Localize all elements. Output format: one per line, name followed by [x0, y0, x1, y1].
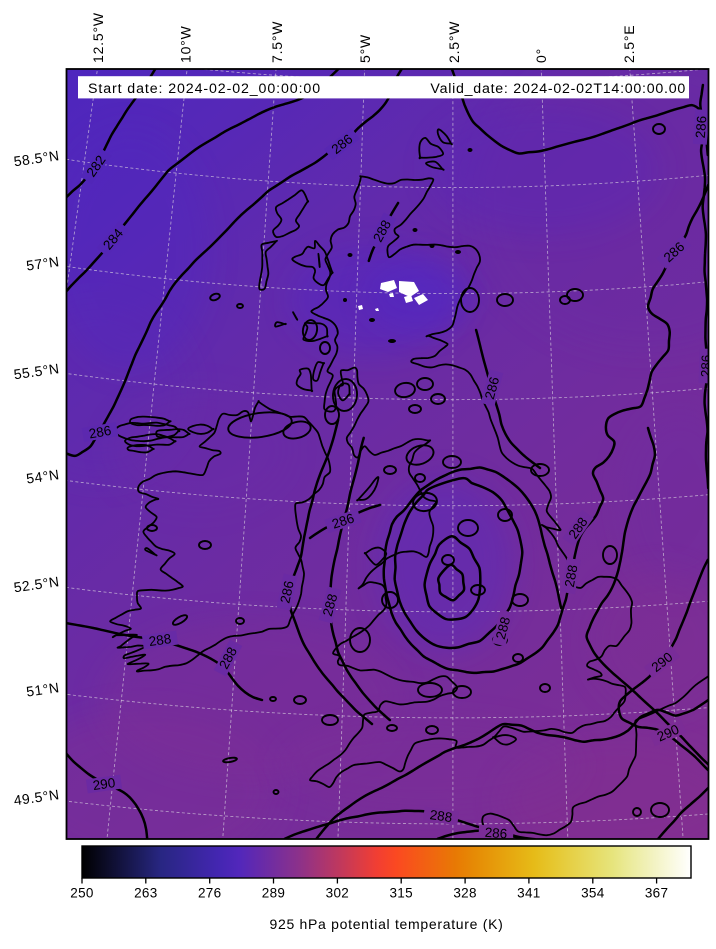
- svg-text:58.5°N: 58.5°N: [13, 147, 61, 169]
- svg-text:2.5°W: 2.5°W: [446, 21, 462, 63]
- svg-text:315: 315: [389, 886, 412, 901]
- svg-text:263: 263: [134, 886, 157, 901]
- svg-text:302: 302: [326, 886, 349, 901]
- svg-text:288: 288: [320, 592, 341, 618]
- svg-text:286: 286: [330, 510, 356, 531]
- svg-text:286: 286: [698, 354, 714, 377]
- svg-text:328: 328: [453, 886, 476, 901]
- svg-text:7.5°W: 7.5°W: [269, 21, 285, 63]
- svg-text:Start date: 2024-02-02_00:00:0: Start date: 2024-02-02_00:00:00: [88, 81, 321, 97]
- svg-text:290: 290: [92, 775, 116, 793]
- svg-text:0°: 0°: [533, 48, 549, 63]
- svg-text:49.5°N: 49.5°N: [13, 786, 61, 808]
- svg-text:54°N: 54°N: [25, 466, 60, 486]
- svg-text:341: 341: [517, 886, 540, 901]
- svg-text:286: 286: [277, 579, 296, 604]
- svg-text:52.5°N: 52.5°N: [13, 573, 61, 595]
- svg-text:289: 289: [262, 886, 285, 901]
- svg-text:250: 250: [70, 886, 93, 901]
- svg-text:286: 286: [484, 825, 508, 842]
- svg-text:2.5°E: 2.5°E: [621, 25, 637, 63]
- svg-text:288: 288: [429, 807, 453, 825]
- svg-text:288: 288: [148, 631, 172, 649]
- svg-text:925 hPa potential temperature: 925 hPa potential temperature (K): [269, 916, 503, 932]
- svg-text:288: 288: [562, 564, 581, 589]
- svg-text:55.5°N: 55.5°N: [13, 360, 61, 382]
- svg-text:12.5°W: 12.5°W: [90, 12, 106, 63]
- svg-text:10°W: 10°W: [178, 25, 194, 63]
- svg-text:367: 367: [645, 886, 668, 901]
- svg-text:286: 286: [482, 375, 502, 401]
- svg-text:286: 286: [88, 423, 113, 442]
- svg-text:57°N: 57°N: [25, 253, 60, 273]
- svg-text:51°N: 51°N: [25, 679, 60, 699]
- svg-text:276: 276: [198, 886, 221, 901]
- svg-text:288: 288: [493, 615, 513, 641]
- svg-text:286: 286: [693, 115, 710, 139]
- svg-text:5°W: 5°W: [357, 34, 373, 63]
- svg-text:Valid_date: 2024-02-02T14:00:0: Valid_date: 2024-02-02T14:00:00.00: [430, 81, 686, 97]
- svg-text:354: 354: [581, 886, 605, 901]
